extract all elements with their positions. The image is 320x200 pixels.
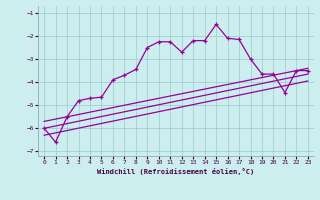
X-axis label: Windchill (Refroidissement éolien,°C): Windchill (Refroidissement éolien,°C)	[97, 168, 255, 175]
